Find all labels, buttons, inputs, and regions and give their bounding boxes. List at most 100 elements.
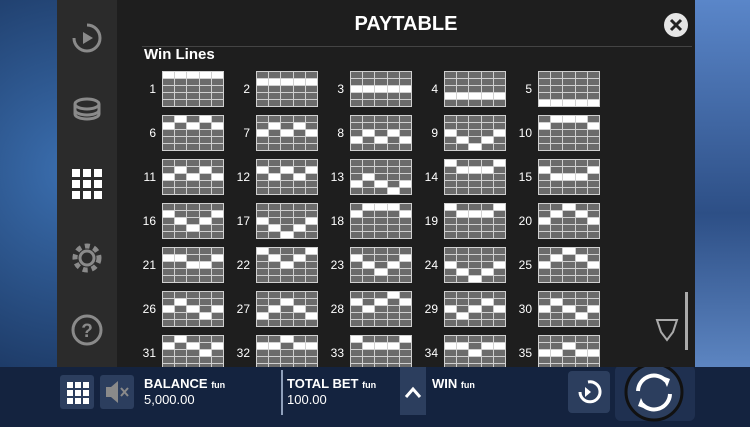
grid-cell	[469, 292, 481, 298]
grid-cell	[575, 343, 587, 349]
grid-cell	[269, 93, 281, 99]
paytable-icon[interactable]	[72, 169, 102, 199]
grid-cell	[269, 130, 281, 136]
grid-cell	[469, 72, 481, 78]
grid-cell	[387, 188, 399, 194]
grid-cell	[469, 364, 481, 367]
background	[695, 0, 750, 427]
grid-cell	[163, 204, 175, 210]
grid-cell	[375, 255, 387, 261]
grid-cell	[175, 137, 187, 143]
grid-cell	[257, 276, 269, 282]
grid-cell	[375, 160, 387, 166]
grid-cell	[351, 292, 363, 298]
grid-cell	[445, 130, 457, 136]
svg-text:?: ?	[81, 321, 93, 342]
help-icon[interactable]	[71, 314, 103, 346]
grid-cell	[281, 93, 293, 99]
grid-cell	[457, 357, 469, 363]
grid-cell	[457, 86, 469, 92]
grid-cell	[187, 204, 199, 210]
grid-cell	[587, 167, 599, 173]
grid-cell	[363, 350, 375, 356]
grid-cell	[469, 336, 481, 342]
grid-cell	[399, 232, 411, 238]
grid-cell	[563, 320, 575, 326]
grid-cell	[269, 299, 281, 305]
grid-cell	[469, 100, 481, 106]
grid-cell	[469, 357, 481, 363]
grid-cell	[187, 174, 199, 180]
line-grid	[444, 159, 506, 195]
grid-cell	[469, 255, 481, 261]
grid-cell	[551, 116, 563, 122]
grid-cell	[175, 130, 187, 136]
grid-cell	[257, 255, 269, 261]
grid-cell	[387, 123, 399, 129]
grid-cell	[399, 218, 411, 224]
grid-cell	[457, 276, 469, 282]
grid-cell	[187, 299, 199, 305]
grid-cell	[493, 313, 505, 319]
grid-cell	[305, 248, 317, 254]
grid-cell	[363, 116, 375, 122]
grid-cell	[257, 225, 269, 231]
grid-cell	[269, 144, 281, 150]
grid-cell	[269, 72, 281, 78]
grid-cell	[375, 181, 387, 187]
close-button[interactable]	[662, 11, 690, 39]
grid-cell	[469, 218, 481, 224]
grid-cell	[399, 93, 411, 99]
line-number: 35	[518, 346, 532, 360]
grid-cell	[363, 225, 375, 231]
grid-cell	[351, 299, 363, 305]
grid-cell	[481, 174, 493, 180]
grid-cell	[539, 262, 551, 268]
line-number: 30	[518, 302, 532, 316]
grid-cell	[363, 299, 375, 305]
grid-cell	[363, 144, 375, 150]
grid-cell	[563, 130, 575, 136]
line-grid	[538, 115, 600, 151]
grid-cell	[163, 343, 175, 349]
grid-cell	[457, 100, 469, 106]
grid-cell	[269, 100, 281, 106]
grid-cell	[375, 248, 387, 254]
coins-icon[interactable]	[73, 97, 101, 111]
grid-cell	[387, 116, 399, 122]
grid-cell	[587, 320, 599, 326]
grid-cell	[375, 357, 387, 363]
grid-cell	[551, 144, 563, 150]
grid-cell	[211, 188, 223, 194]
grid-cell	[551, 336, 563, 342]
settings-icon[interactable]	[78, 249, 96, 267]
grid-cell	[293, 86, 305, 92]
grid-cell	[481, 336, 493, 342]
grid-cell	[399, 79, 411, 85]
grid-cell	[493, 364, 505, 367]
grid-cell	[587, 130, 599, 136]
grid-cell	[587, 174, 599, 180]
grid-cell	[269, 336, 281, 342]
grid-cell	[587, 255, 599, 261]
line-grid	[444, 115, 506, 151]
grid-cell	[575, 93, 587, 99]
history-icon[interactable]	[72, 23, 102, 53]
grid-cell	[257, 174, 269, 180]
grid-cell	[175, 232, 187, 238]
grid-cell	[563, 218, 575, 224]
line-number: 21	[142, 258, 156, 272]
grid-cell	[257, 292, 269, 298]
grid-cell	[469, 160, 481, 166]
section-title: Win Lines	[144, 46, 215, 63]
grid-cell	[493, 204, 505, 210]
grid-cell	[469, 86, 481, 92]
grid-cell	[187, 262, 199, 268]
grid-cell	[293, 306, 305, 312]
grid-cell	[399, 123, 411, 129]
line-grid	[162, 203, 224, 239]
grid-cell	[175, 306, 187, 312]
grid-cell	[293, 167, 305, 173]
grid-cell	[269, 174, 281, 180]
grid-cell	[563, 137, 575, 143]
